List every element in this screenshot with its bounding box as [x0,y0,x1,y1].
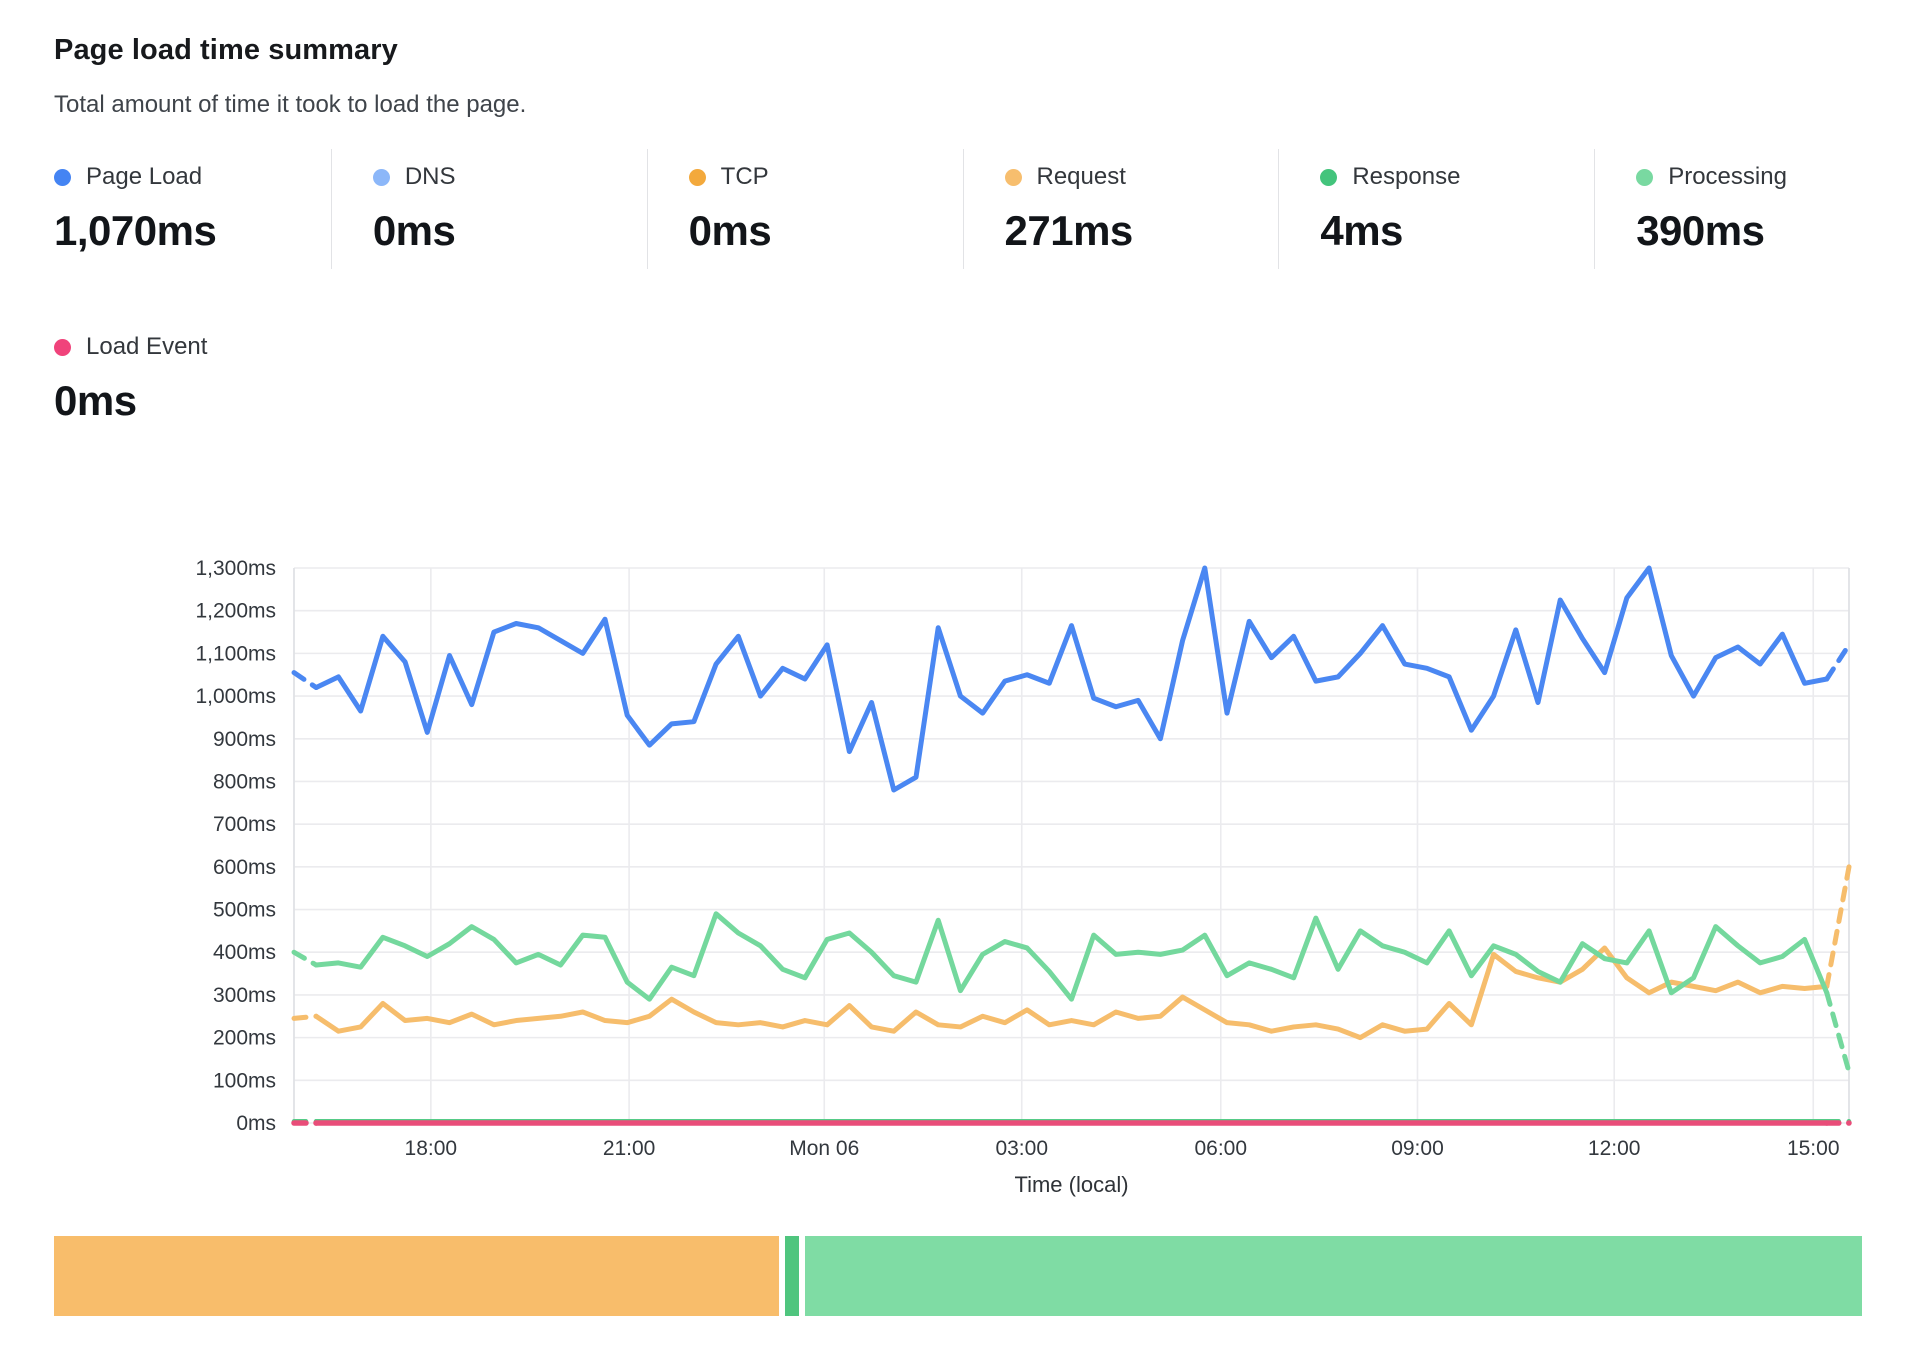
y-tick-label: 800ms [213,770,276,793]
x-tick-label: 18:00 [405,1137,458,1160]
timeline-segment-green-period [805,1236,1863,1316]
series-request-tail-dash[interactable] [1824,864,1852,989]
y-tick-label: 200ms [213,1027,276,1050]
metric-processing-head: Processing [1636,163,1910,191]
metric-processing-label: Processing [1668,163,1787,190]
load-time-chart[interactable]: 0ms 100ms 200ms 300ms 400ms 500ms 600ms 700ms 80… [54,530,1910,1210]
timeline-bar [54,1236,1873,1316]
metric-request-head: Request [1004,163,1279,191]
metric-page-load-value: 1,070ms [54,207,217,254]
series-page_load-lead-dash[interactable] [291,670,319,691]
response-legend-dot-icon [1320,168,1338,186]
request-legend-dot-icon [1004,168,1022,186]
metric-load-event-head: Load Event [54,333,454,361]
y-tick-label: 400ms [213,941,276,964]
x-tick-label: 06:00 [1194,1137,1247,1160]
page-subtitle: Total amount of time it took to load the… [54,91,527,118]
metric-tcp-value: 0ms [688,207,772,254]
y-tick-label: 700ms [213,813,276,836]
metric-dns-head: DNS [372,163,647,191]
metric-response-head: Response [1320,163,1594,191]
x-tick-label: Mon 06 [789,1137,859,1160]
metric-processing: Processing 390ms [1594,149,1910,269]
x-tick-label: 15:00 [1787,1137,1840,1160]
metrics-row-secondary: Load Event 0ms [54,319,1910,439]
metric-tcp: TCP 0ms [646,149,963,269]
series-page_load-tail-dash[interactable] [1824,642,1852,682]
y-tick-label: 1,100ms [195,642,276,665]
metric-tcp-label: TCP [720,163,769,190]
metric-load-event: Load Event 0ms [54,319,454,439]
series-processing-line[interactable] [313,911,1830,1002]
metrics-row-primary: Page Load 1,070ms DNS 0ms TCP 0ms Request 271ms… [54,149,1910,269]
metric-response-value: 4ms [1320,207,1403,254]
metric-dns-value: 0ms [372,207,456,254]
page-load-legend-dot-icon [54,168,71,186]
processing-legend-dot-icon [1636,168,1654,186]
series-processing-lead-dash[interactable] [291,949,319,968]
metric-dns: DNS 0ms [330,149,647,269]
x-tick-label: 12:00 [1588,1137,1641,1160]
y-tick-label: 300ms [213,984,276,1007]
page-root: Page load time summary Total amount of t… [54,34,1910,1210]
metric-request-label: Request [1036,163,1126,190]
x-tick-label: 09:00 [1391,1137,1444,1160]
metric-request-value: 271ms [1004,207,1134,254]
series-request-line[interactable] [313,945,1830,1041]
timeline-segment-green-period-short [784,1236,800,1316]
dns-legend-dot-icon [372,168,390,186]
y-tick-label: 1,300ms [195,557,276,580]
metric-processing-value: 390ms [1636,207,1765,254]
timeline-segment-orange-period [54,1236,779,1316]
metric-load-event-label: Load Event [86,333,208,360]
series-page_load-line[interactable] [313,565,1830,793]
y-tick-label: 1,000ms [195,685,276,708]
series-request-lead-dash[interactable] [291,1013,319,1021]
metric-response-label: Response [1352,163,1461,190]
y-tick-label: 1,200ms [195,600,276,623]
y-tick-label: 0ms [236,1112,276,1135]
metric-response: Response 4ms [1278,149,1594,269]
x-tick-label: 03:00 [995,1137,1048,1160]
load-event-legend-dot-icon [54,338,71,356]
y-tick-label: 100ms [213,1069,276,1092]
series-processing-tail-dash[interactable] [1824,990,1852,1075]
metric-dns-label: DNS [404,163,456,190]
metric-page-load: Page Load 1,070ms [54,149,331,269]
y-tick-label: 900ms [213,728,276,751]
metric-page-load-head: Page Load [54,163,331,191]
metric-load-event-value: 0ms [54,377,137,424]
tcp-legend-dot-icon [688,168,706,186]
y-tick-label: 500ms [213,899,276,922]
x-axis-title: Time (local) [1014,1172,1128,1197]
x-tick-label: 21:00 [603,1137,656,1160]
y-tick-label: 600ms [213,856,276,879]
load-time-chart-canvas[interactable]: 0ms 100ms 200ms 300ms 400ms 500ms 600ms 700ms 80… [54,530,1910,1210]
metric-request: Request 271ms [962,149,1279,269]
metric-tcp-head: TCP [688,163,963,191]
metric-page-load-label: Page Load [86,163,203,190]
page-title: Page load time summary [54,34,398,66]
